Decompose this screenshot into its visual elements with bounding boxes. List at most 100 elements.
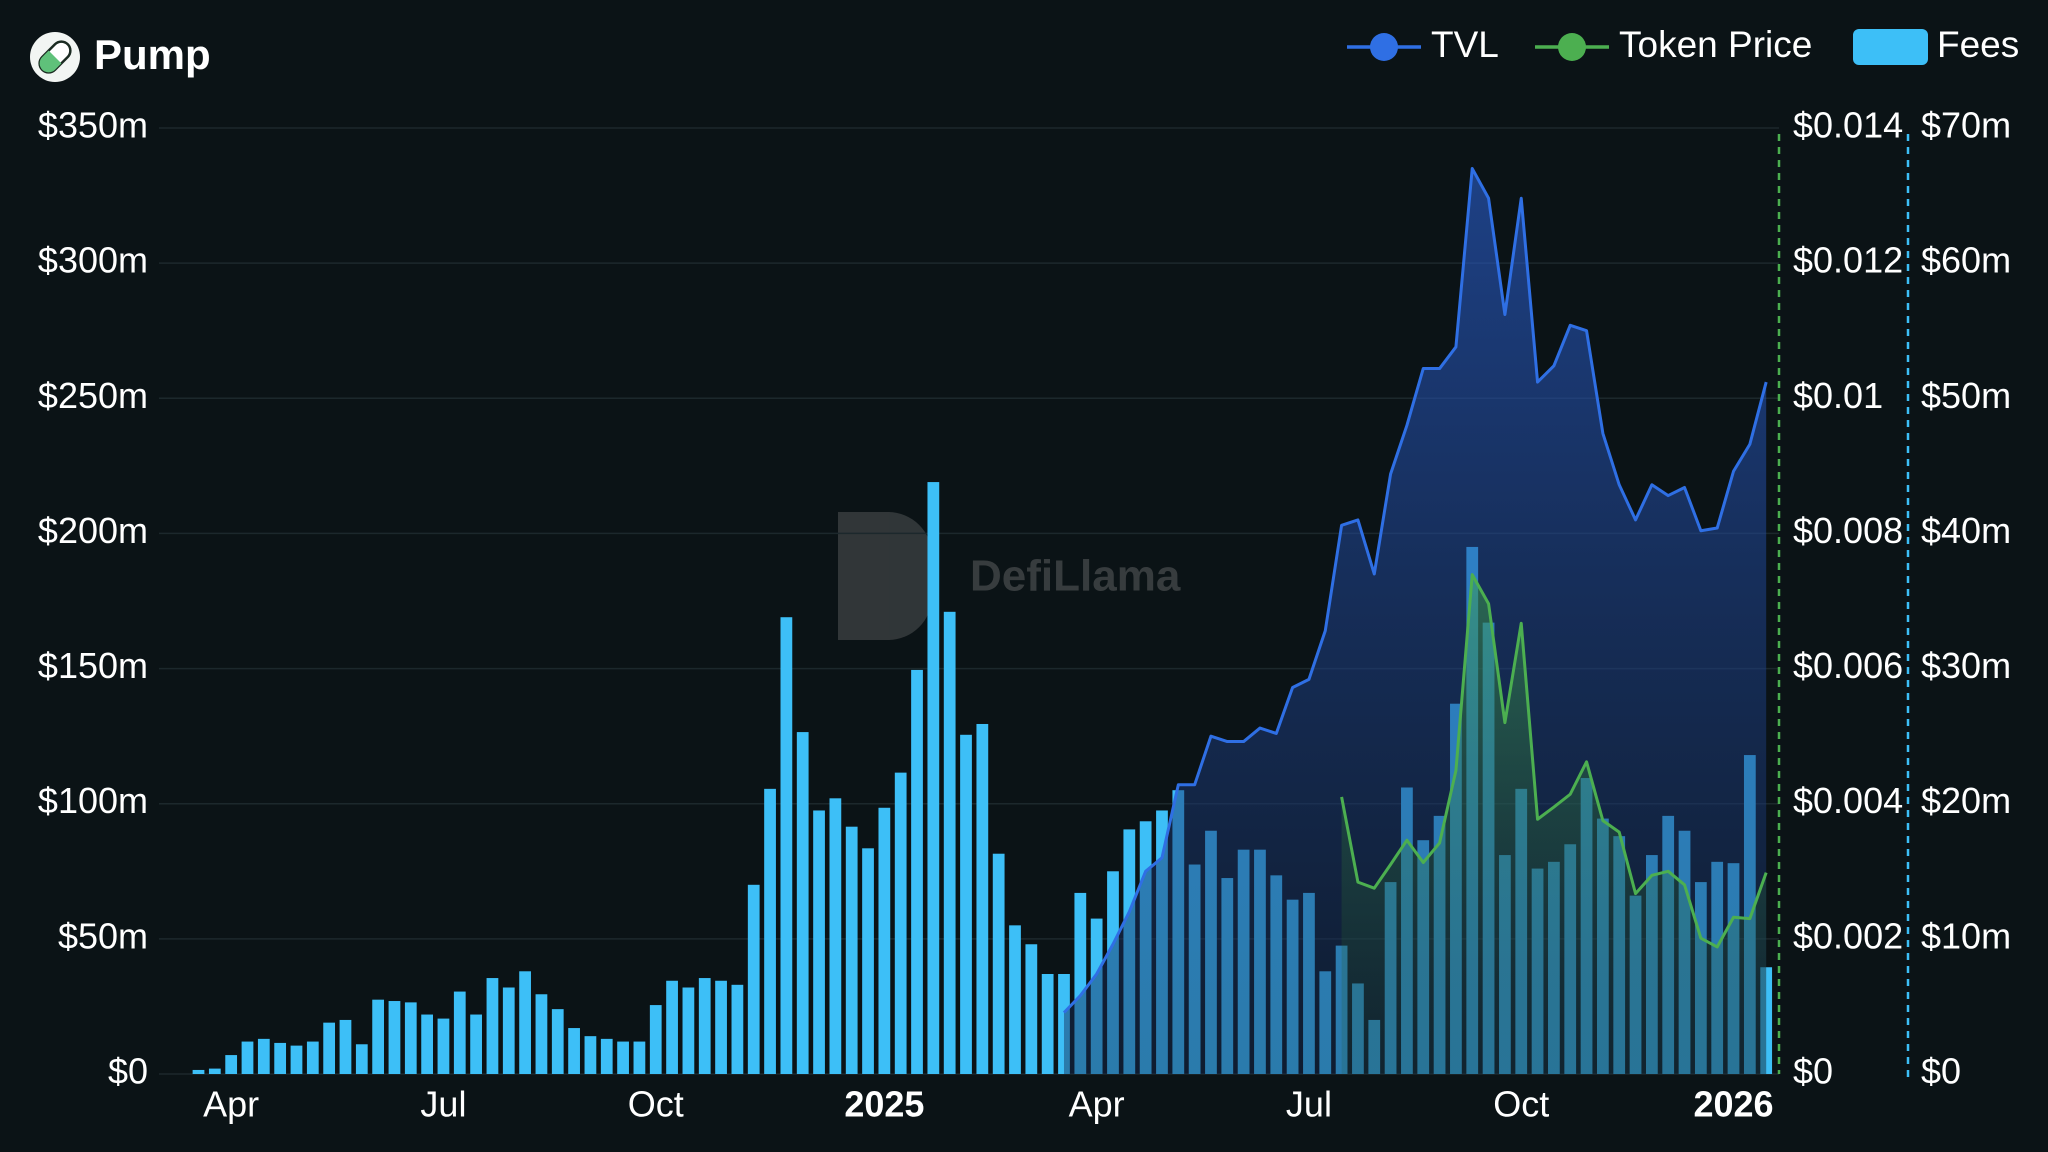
bar xyxy=(274,1042,287,1074)
y2-tick-label: $0.006 xyxy=(1793,645,1903,686)
bar xyxy=(306,1041,319,1074)
y-tick-label: $300m xyxy=(38,240,148,281)
x-tick-label: Oct xyxy=(628,1084,684,1125)
bar xyxy=(878,807,891,1074)
y-tick-label: $150m xyxy=(38,645,148,686)
bar xyxy=(600,1038,613,1074)
x-tick-label: Oct xyxy=(1493,1084,1549,1125)
bar xyxy=(257,1038,270,1074)
watermark-text: DefiLlama xyxy=(970,552,1181,601)
bar xyxy=(421,1014,433,1074)
bar xyxy=(584,1036,597,1074)
bar xyxy=(388,1001,401,1074)
x-tick-label: 2026 xyxy=(1693,1084,1773,1125)
bar xyxy=(976,723,989,1074)
y-tick-label: $200m xyxy=(38,510,148,551)
bar xyxy=(551,1009,564,1074)
bar xyxy=(290,1045,303,1074)
legend-swatch xyxy=(1853,29,1928,65)
bar xyxy=(323,1022,336,1074)
legend-swatch xyxy=(1370,33,1398,61)
y-tick-label: $350m xyxy=(38,105,148,146)
y3-tick-label: $70m xyxy=(1921,105,2011,146)
bar xyxy=(649,1005,662,1074)
y2-tick-label: $0.014 xyxy=(1793,105,1903,146)
bar xyxy=(617,1041,629,1074)
line xyxy=(1340,573,1768,949)
bar xyxy=(1009,925,1021,1074)
x-tick-label: Apr xyxy=(203,1084,259,1125)
line xyxy=(1062,167,1768,1014)
y3-tick-label: $30m xyxy=(1921,645,2011,686)
bar xyxy=(568,1028,580,1074)
bar xyxy=(731,984,744,1074)
x-tick-label: 2025 xyxy=(844,1084,924,1125)
bar xyxy=(470,1014,482,1074)
bar xyxy=(764,788,776,1074)
logo xyxy=(30,32,80,82)
y2-tick-label: $0.012 xyxy=(1793,240,1903,281)
bar xyxy=(192,1069,205,1074)
y-tick-label: $100m xyxy=(38,780,148,821)
bar xyxy=(1041,973,1054,1074)
bar xyxy=(682,987,695,1074)
bar xyxy=(780,617,793,1074)
bar xyxy=(208,1068,221,1074)
bar xyxy=(829,798,842,1074)
bar xyxy=(992,853,1005,1074)
chart-title: Pump xyxy=(94,31,211,78)
bar xyxy=(355,1044,368,1074)
bar xyxy=(862,848,874,1074)
area xyxy=(1341,574,1767,1074)
bar xyxy=(911,669,923,1074)
bar xyxy=(813,810,825,1074)
y2-tick-label: $0.01 xyxy=(1793,375,1883,416)
x-tick-label: Apr xyxy=(1069,1084,1125,1125)
y2-tick-label: $0.004 xyxy=(1793,780,1903,821)
legend-label: Token Price xyxy=(1619,24,1812,65)
bar xyxy=(715,980,727,1074)
y2-tick-label: $0.008 xyxy=(1793,510,1903,551)
legend-label: Fees xyxy=(1937,24,2019,65)
y2-tick-label: $0.002 xyxy=(1793,915,1903,956)
bar xyxy=(1074,892,1087,1074)
y3-tick-label: $50m xyxy=(1921,375,2011,416)
y2-tick-label: $0 xyxy=(1793,1051,1833,1092)
x-tick-label: Jul xyxy=(1286,1084,1332,1125)
bar xyxy=(453,991,466,1074)
bar xyxy=(502,987,515,1074)
bar xyxy=(372,999,385,1074)
bar xyxy=(241,1041,254,1074)
y-tick-label: $250m xyxy=(38,375,148,416)
watermark: DefiLlama xyxy=(838,512,1181,640)
y-tick-label: $0 xyxy=(108,1051,148,1092)
legend-swatch xyxy=(1558,33,1586,61)
y3-tick-label: $40m xyxy=(1921,510,2011,551)
bar xyxy=(894,772,907,1074)
legend-label: TVL xyxy=(1431,24,1499,65)
y3-tick-label: $0 xyxy=(1921,1051,1961,1092)
bar xyxy=(339,1019,352,1074)
bar xyxy=(535,994,548,1074)
y3-tick-label: $10m xyxy=(1921,915,2011,956)
y3-tick-label: $60m xyxy=(1921,240,2011,281)
bar xyxy=(437,1018,450,1074)
bar xyxy=(486,978,499,1074)
bar xyxy=(796,732,809,1074)
bar xyxy=(698,978,711,1074)
bar xyxy=(747,884,760,1074)
bar xyxy=(960,734,972,1074)
x-tick-label: Jul xyxy=(420,1084,466,1125)
bar xyxy=(927,482,940,1074)
bar xyxy=(666,980,678,1074)
bar xyxy=(1025,944,1038,1074)
y-tick-label: $50m xyxy=(58,915,148,956)
bar xyxy=(225,1055,238,1074)
bar xyxy=(845,826,858,1074)
bar xyxy=(404,1002,417,1074)
bar xyxy=(943,611,956,1074)
bar xyxy=(519,971,531,1074)
bar xyxy=(633,1041,646,1074)
